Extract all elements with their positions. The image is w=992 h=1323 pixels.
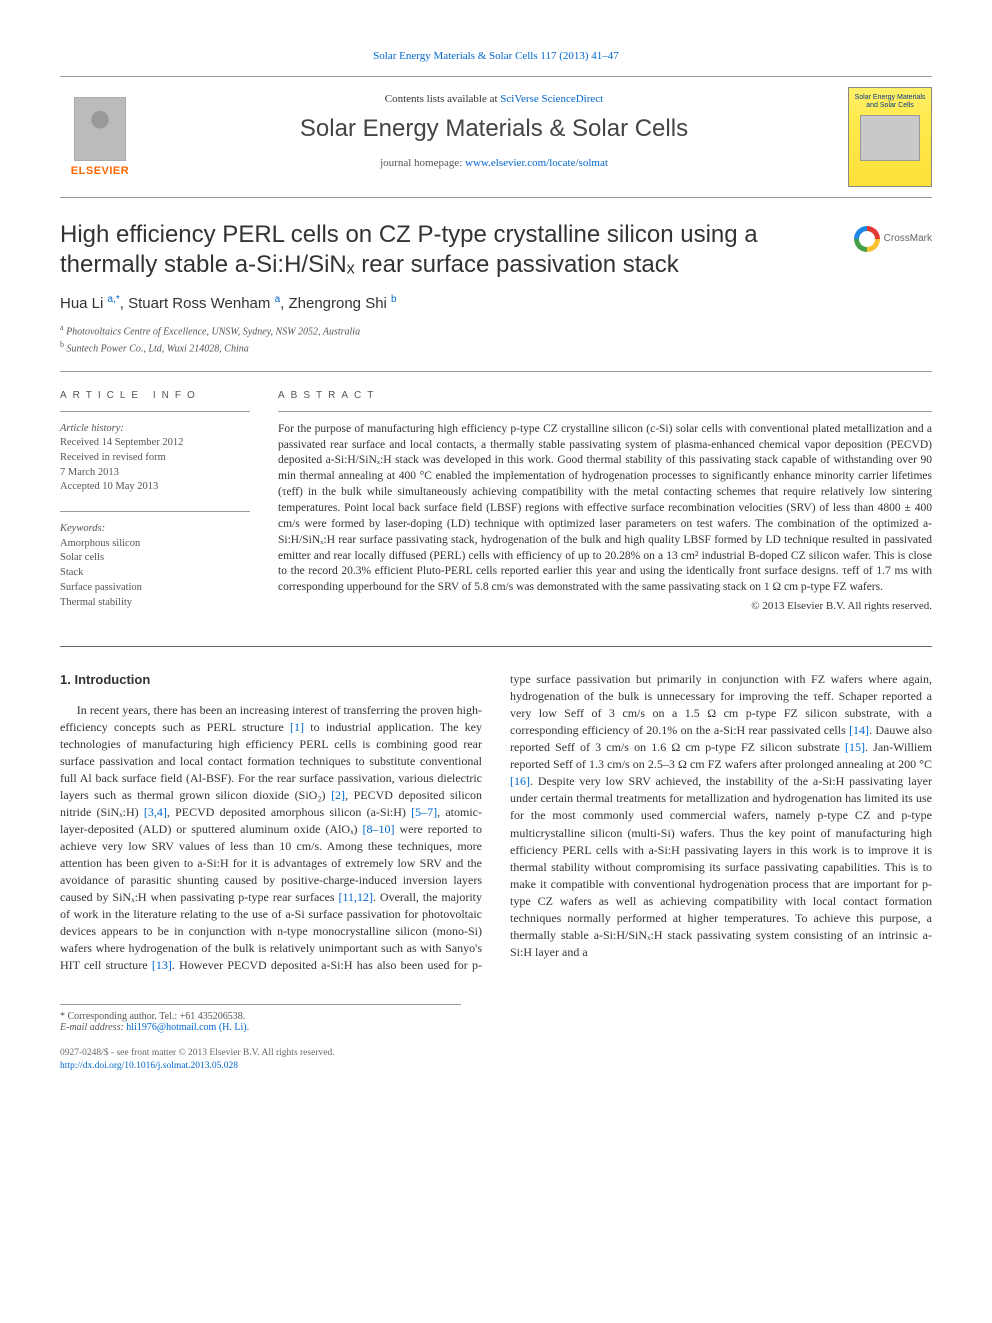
cover-title: Solar Energy Materials and Solar Cells xyxy=(849,94,931,109)
divider xyxy=(60,371,932,372)
divider xyxy=(60,646,932,647)
keywords-block: Keywords: Amorphous siliconSolar cellsSt… xyxy=(60,522,250,610)
affiliations: a Photovoltaics Centre of Excellence, UN… xyxy=(60,322,932,357)
citation-link[interactable]: [2] xyxy=(331,788,345,802)
article-info-column: ARTICLE INFO Article history: Received 1… xyxy=(60,390,250,627)
email-link[interactable]: hli1976@hotmail.com (H. Li). xyxy=(126,1022,249,1033)
citation-link[interactable]: [16] xyxy=(510,774,530,788)
elsevier-tree-icon xyxy=(74,97,126,161)
history-line: Received 14 September 2012 xyxy=(60,436,250,451)
abstract-column: ABSTRACT For the purpose of manufacturin… xyxy=(278,390,932,627)
keyword: Thermal stability xyxy=(60,596,250,611)
homepage-prefix: journal homepage: xyxy=(380,157,465,169)
homepage-line: journal homepage: www.elsevier.com/locat… xyxy=(164,157,824,169)
keywords-label: Keywords: xyxy=(60,522,250,537)
history-label: Article history: xyxy=(60,422,250,437)
citation-link[interactable]: [13] xyxy=(152,958,172,972)
masthead-center: Contents lists available at SciVerse Sci… xyxy=(154,87,834,187)
body-columns: 1. Introduction In recent years, there h… xyxy=(60,671,932,974)
masthead: ELSEVIER Contents lists available at Sci… xyxy=(60,76,932,198)
cover-image-icon xyxy=(860,115,920,161)
crossmark-label: CrossMark xyxy=(884,233,932,246)
homepage-link[interactable]: www.elsevier.com/locate/solmat xyxy=(465,157,608,169)
keyword: Amorphous silicon xyxy=(60,537,250,552)
keyword: Stack xyxy=(60,566,250,581)
keyword: Solar cells xyxy=(60,551,250,566)
section-heading: 1. Introduction xyxy=(60,671,482,689)
corresponding-author: * Corresponding author. Tel.: +61 435206… xyxy=(60,1011,461,1022)
article-title-text: High efficiency PERL cells on CZ P-type … xyxy=(60,221,758,278)
citation-link[interactable]: [11,12] xyxy=(338,890,373,904)
affiliation: b Suntech Power Co., Ltd, Wuxi 214028, C… xyxy=(60,339,932,356)
citation-link[interactable]: [3,4] xyxy=(144,805,167,819)
authors: Hua Li a,*, Stuart Ross Wenham a, Zhengr… xyxy=(60,294,932,312)
top-citation[interactable]: Solar Energy Materials & Solar Cells 117… xyxy=(60,50,932,62)
doi-link[interactable]: http://dx.doi.org/10.1016/j.solmat.2013.… xyxy=(60,1061,238,1071)
citation-link[interactable]: [8–10] xyxy=(363,822,395,836)
keyword: Surface passivation xyxy=(60,581,250,596)
abstract-copyright: © 2013 Elsevier B.V. All rights reserved… xyxy=(278,600,932,612)
abstract-text: For the purpose of manufacturing high ef… xyxy=(278,422,932,596)
email-label: E-mail address: xyxy=(60,1022,126,1033)
article-info-label: ARTICLE INFO xyxy=(60,390,250,401)
divider xyxy=(278,411,932,412)
info-abstract-row: ARTICLE INFO Article history: Received 1… xyxy=(60,390,932,627)
corresponding-footnote: * Corresponding author. Tel.: +61 435206… xyxy=(60,1004,461,1033)
contents-line: Contents lists available at SciVerse Sci… xyxy=(164,93,824,105)
journal-cover-thumbnail: Solar Energy Materials and Solar Cells xyxy=(848,87,932,187)
crossmark-icon xyxy=(854,226,880,252)
issn-line: 0927-0248/$ - see front matter © 2013 El… xyxy=(60,1047,932,1059)
citation-link[interactable]: [14] xyxy=(849,723,869,737)
history-line: Accepted 10 May 2013 xyxy=(60,480,250,495)
divider xyxy=(60,511,250,512)
article-history: Article history: Received 14 September 2… xyxy=(60,422,250,495)
history-line: Received in revised form xyxy=(60,451,250,466)
abstract-label: ABSTRACT xyxy=(278,390,932,401)
journal-name: Solar Energy Materials & Solar Cells xyxy=(164,115,824,143)
affiliation: a Photovoltaics Centre of Excellence, UN… xyxy=(60,322,932,339)
sciencedirect-link[interactable]: SciVerse ScienceDirect xyxy=(500,93,603,105)
divider xyxy=(60,411,250,412)
contents-prefix: Contents lists available at xyxy=(385,93,500,105)
article-title: High efficiency PERL cells on CZ P-type … xyxy=(60,220,932,280)
elsevier-logo: ELSEVIER xyxy=(60,87,140,187)
citation-link[interactable]: [15] xyxy=(845,740,865,754)
citation-link[interactable]: [5–7] xyxy=(411,805,437,819)
body-paragraph: In recent years, there has been an incre… xyxy=(60,671,932,974)
citation-link[interactable]: [1] xyxy=(290,720,304,734)
elsevier-brand: ELSEVIER xyxy=(71,165,129,177)
crossmark-badge[interactable]: CrossMark xyxy=(854,226,932,252)
history-line: 7 March 2013 xyxy=(60,466,250,481)
email-line: E-mail address: hli1976@hotmail.com (H. … xyxy=(60,1022,461,1033)
top-citation-link[interactable]: Solar Energy Materials & Solar Cells 117… xyxy=(373,50,619,62)
front-matter-line: 0927-0248/$ - see front matter © 2013 El… xyxy=(60,1047,932,1072)
